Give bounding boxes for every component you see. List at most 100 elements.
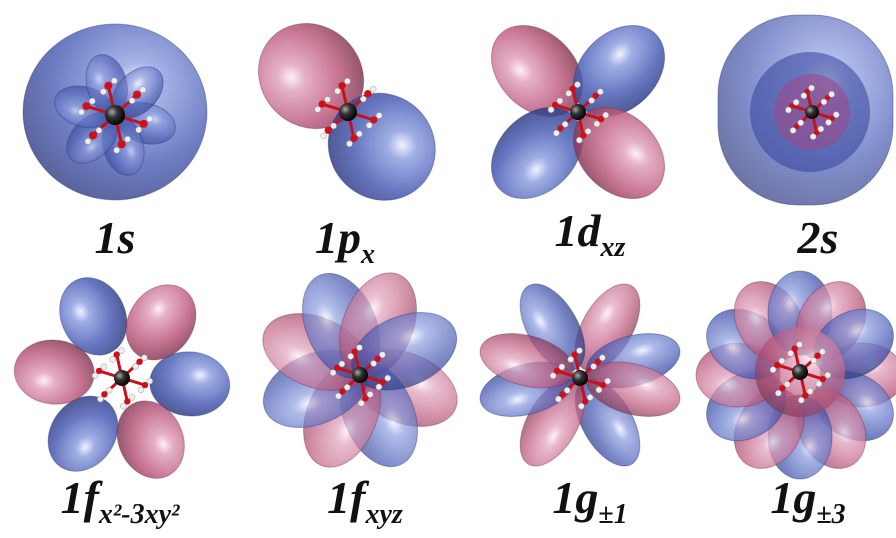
atom (111, 78, 117, 84)
atom (578, 403, 584, 409)
atom (89, 131, 97, 139)
atom (594, 121, 600, 127)
atom (356, 345, 362, 351)
atom (330, 370, 336, 376)
panel-label: 1fxyz (327, 472, 403, 530)
atom (78, 109, 84, 115)
metal-atom (114, 370, 130, 386)
atom (790, 127, 796, 133)
atom (339, 361, 345, 367)
atom (818, 126, 824, 132)
metal-atom (570, 104, 586, 120)
atom (325, 97, 331, 103)
atom (110, 356, 116, 362)
atom (770, 367, 776, 373)
atom (775, 390, 781, 396)
metal-atom (339, 103, 357, 121)
atom (358, 400, 364, 406)
atom (129, 394, 135, 400)
atom (793, 99, 799, 105)
atom (118, 348, 124, 354)
panel-label: 2s (797, 212, 839, 263)
atom (568, 356, 574, 362)
atom (605, 378, 611, 384)
page: 1s 1px 1dxz 2s 1fx²-3xy² 1fxyz 1g±1 1g±3… (0, 0, 896, 538)
atom (548, 107, 554, 113)
atom (331, 123, 337, 129)
atom (346, 141, 352, 147)
atom (344, 384, 350, 390)
atom (129, 98, 135, 104)
atom (798, 397, 804, 403)
atom (809, 85, 815, 91)
atom (350, 135, 357, 142)
metal-atom (352, 367, 368, 383)
panel-label: 1g±3 (770, 472, 845, 530)
atom (599, 355, 605, 361)
atom (821, 99, 827, 105)
panel-label: 1g±1 (552, 472, 627, 530)
atom (315, 106, 321, 112)
atom (114, 147, 120, 153)
atom (147, 116, 153, 122)
metal-atom (792, 364, 808, 380)
atom (89, 98, 95, 104)
metal-atom (572, 370, 588, 386)
figure: 1s 1px 1dxz 2s 1fx²-3xy² 1fxyz 1g±1 1g±3 (0, 0, 896, 538)
atom (138, 387, 144, 393)
atom (356, 131, 362, 137)
atom (589, 97, 595, 103)
atom (819, 349, 825, 355)
metal-atom (105, 105, 125, 125)
atom (576, 348, 582, 354)
panel-label: 1fx²-3xy² (61, 472, 180, 530)
atom (603, 112, 609, 118)
atom (371, 360, 377, 366)
atom (140, 87, 146, 93)
atom (825, 372, 831, 378)
atom (550, 373, 556, 379)
atom (559, 364, 565, 370)
atom (576, 137, 582, 143)
atom (321, 133, 327, 139)
atom (829, 91, 835, 97)
atom (92, 373, 98, 379)
atom (553, 130, 559, 136)
atom (798, 120, 804, 126)
atom (133, 363, 139, 369)
atom (338, 82, 345, 89)
atom (566, 90, 572, 96)
atom (141, 355, 147, 361)
atom (370, 86, 376, 92)
atom (385, 375, 391, 381)
atom (816, 381, 822, 387)
atom (801, 93, 807, 99)
panel-label: 1px (315, 212, 375, 270)
atom (826, 119, 832, 125)
atom (376, 112, 382, 118)
atom (319, 100, 326, 107)
atom (100, 89, 106, 95)
metal-atom (805, 105, 819, 119)
atom (344, 78, 350, 84)
orbitals (12, 2, 896, 490)
atom (97, 396, 103, 402)
atom (376, 384, 382, 390)
atom (564, 387, 570, 393)
atom (597, 89, 603, 95)
atom (811, 357, 817, 363)
atom (335, 393, 341, 399)
atom (587, 394, 593, 400)
atom (147, 378, 153, 384)
atom (101, 364, 107, 370)
atom (367, 391, 373, 397)
atom (796, 342, 802, 348)
atom (807, 388, 813, 394)
atom (779, 358, 785, 364)
atom (85, 138, 91, 144)
atom (557, 98, 563, 104)
atom (106, 387, 112, 393)
atom (370, 116, 377, 123)
atom (96, 127, 102, 133)
atom (366, 122, 372, 128)
